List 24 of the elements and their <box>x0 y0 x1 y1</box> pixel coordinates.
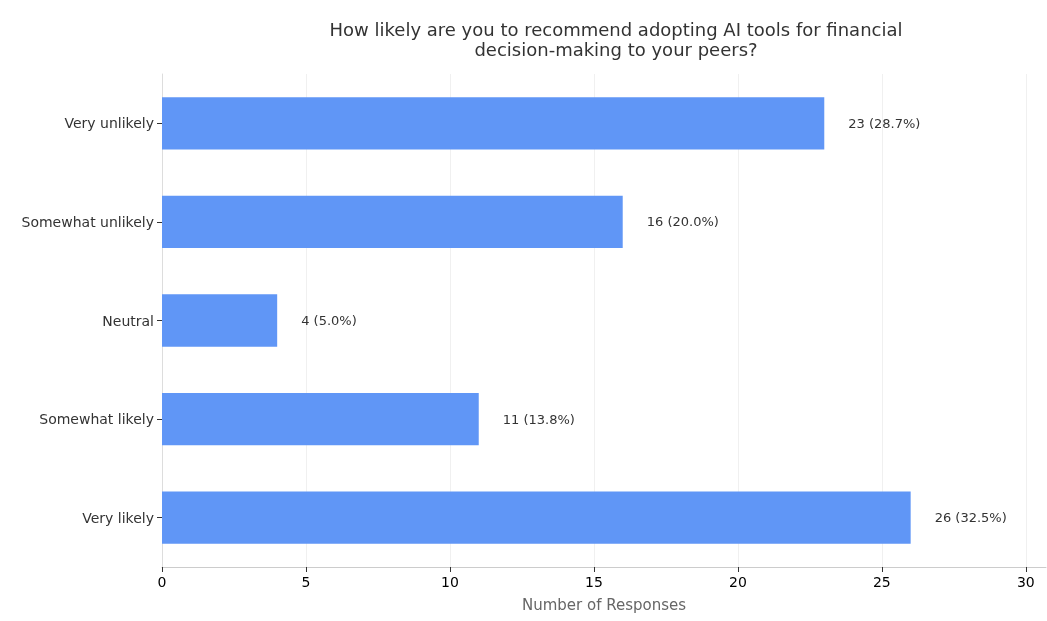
data-label: 26 (32.5%) <box>934 510 1007 526</box>
x-tick-label: 25 <box>872 574 891 590</box>
x-tick-label: 30 <box>1016 574 1035 590</box>
bar <box>162 97 825 150</box>
y-tick-label: Very likely <box>82 509 154 526</box>
data-label: 4 (5.0%) <box>301 313 357 328</box>
y-tick-label: Neutral <box>102 312 154 329</box>
data-label: 16 (20.0%) <box>646 214 719 230</box>
y-tick-label: Very unlikely <box>64 115 154 132</box>
x-tick-label: 20 <box>728 574 747 590</box>
y-tick-label: Somewhat unlikely <box>21 213 154 230</box>
bar <box>162 294 278 347</box>
bar <box>162 491 911 544</box>
chart-title: How likely are you to recommend adopting AI tools for financial decision-making to your peers? <box>329 18 903 60</box>
x-tick-label: 5 <box>301 574 311 590</box>
bar <box>162 195 623 249</box>
x-tick-label: 10 <box>441 574 459 590</box>
x-axis-title: Number of Responses <box>521 595 687 614</box>
x-tick-label: 15 <box>585 574 603 590</box>
bar <box>162 392 479 446</box>
data-label: 11 (13.8%) <box>502 411 575 427</box>
data-label: 23 (28.7%) <box>848 115 921 131</box>
x-tick-label: 0 <box>157 574 167 590</box>
y-tick-label: Somewhat likely <box>39 411 154 428</box>
